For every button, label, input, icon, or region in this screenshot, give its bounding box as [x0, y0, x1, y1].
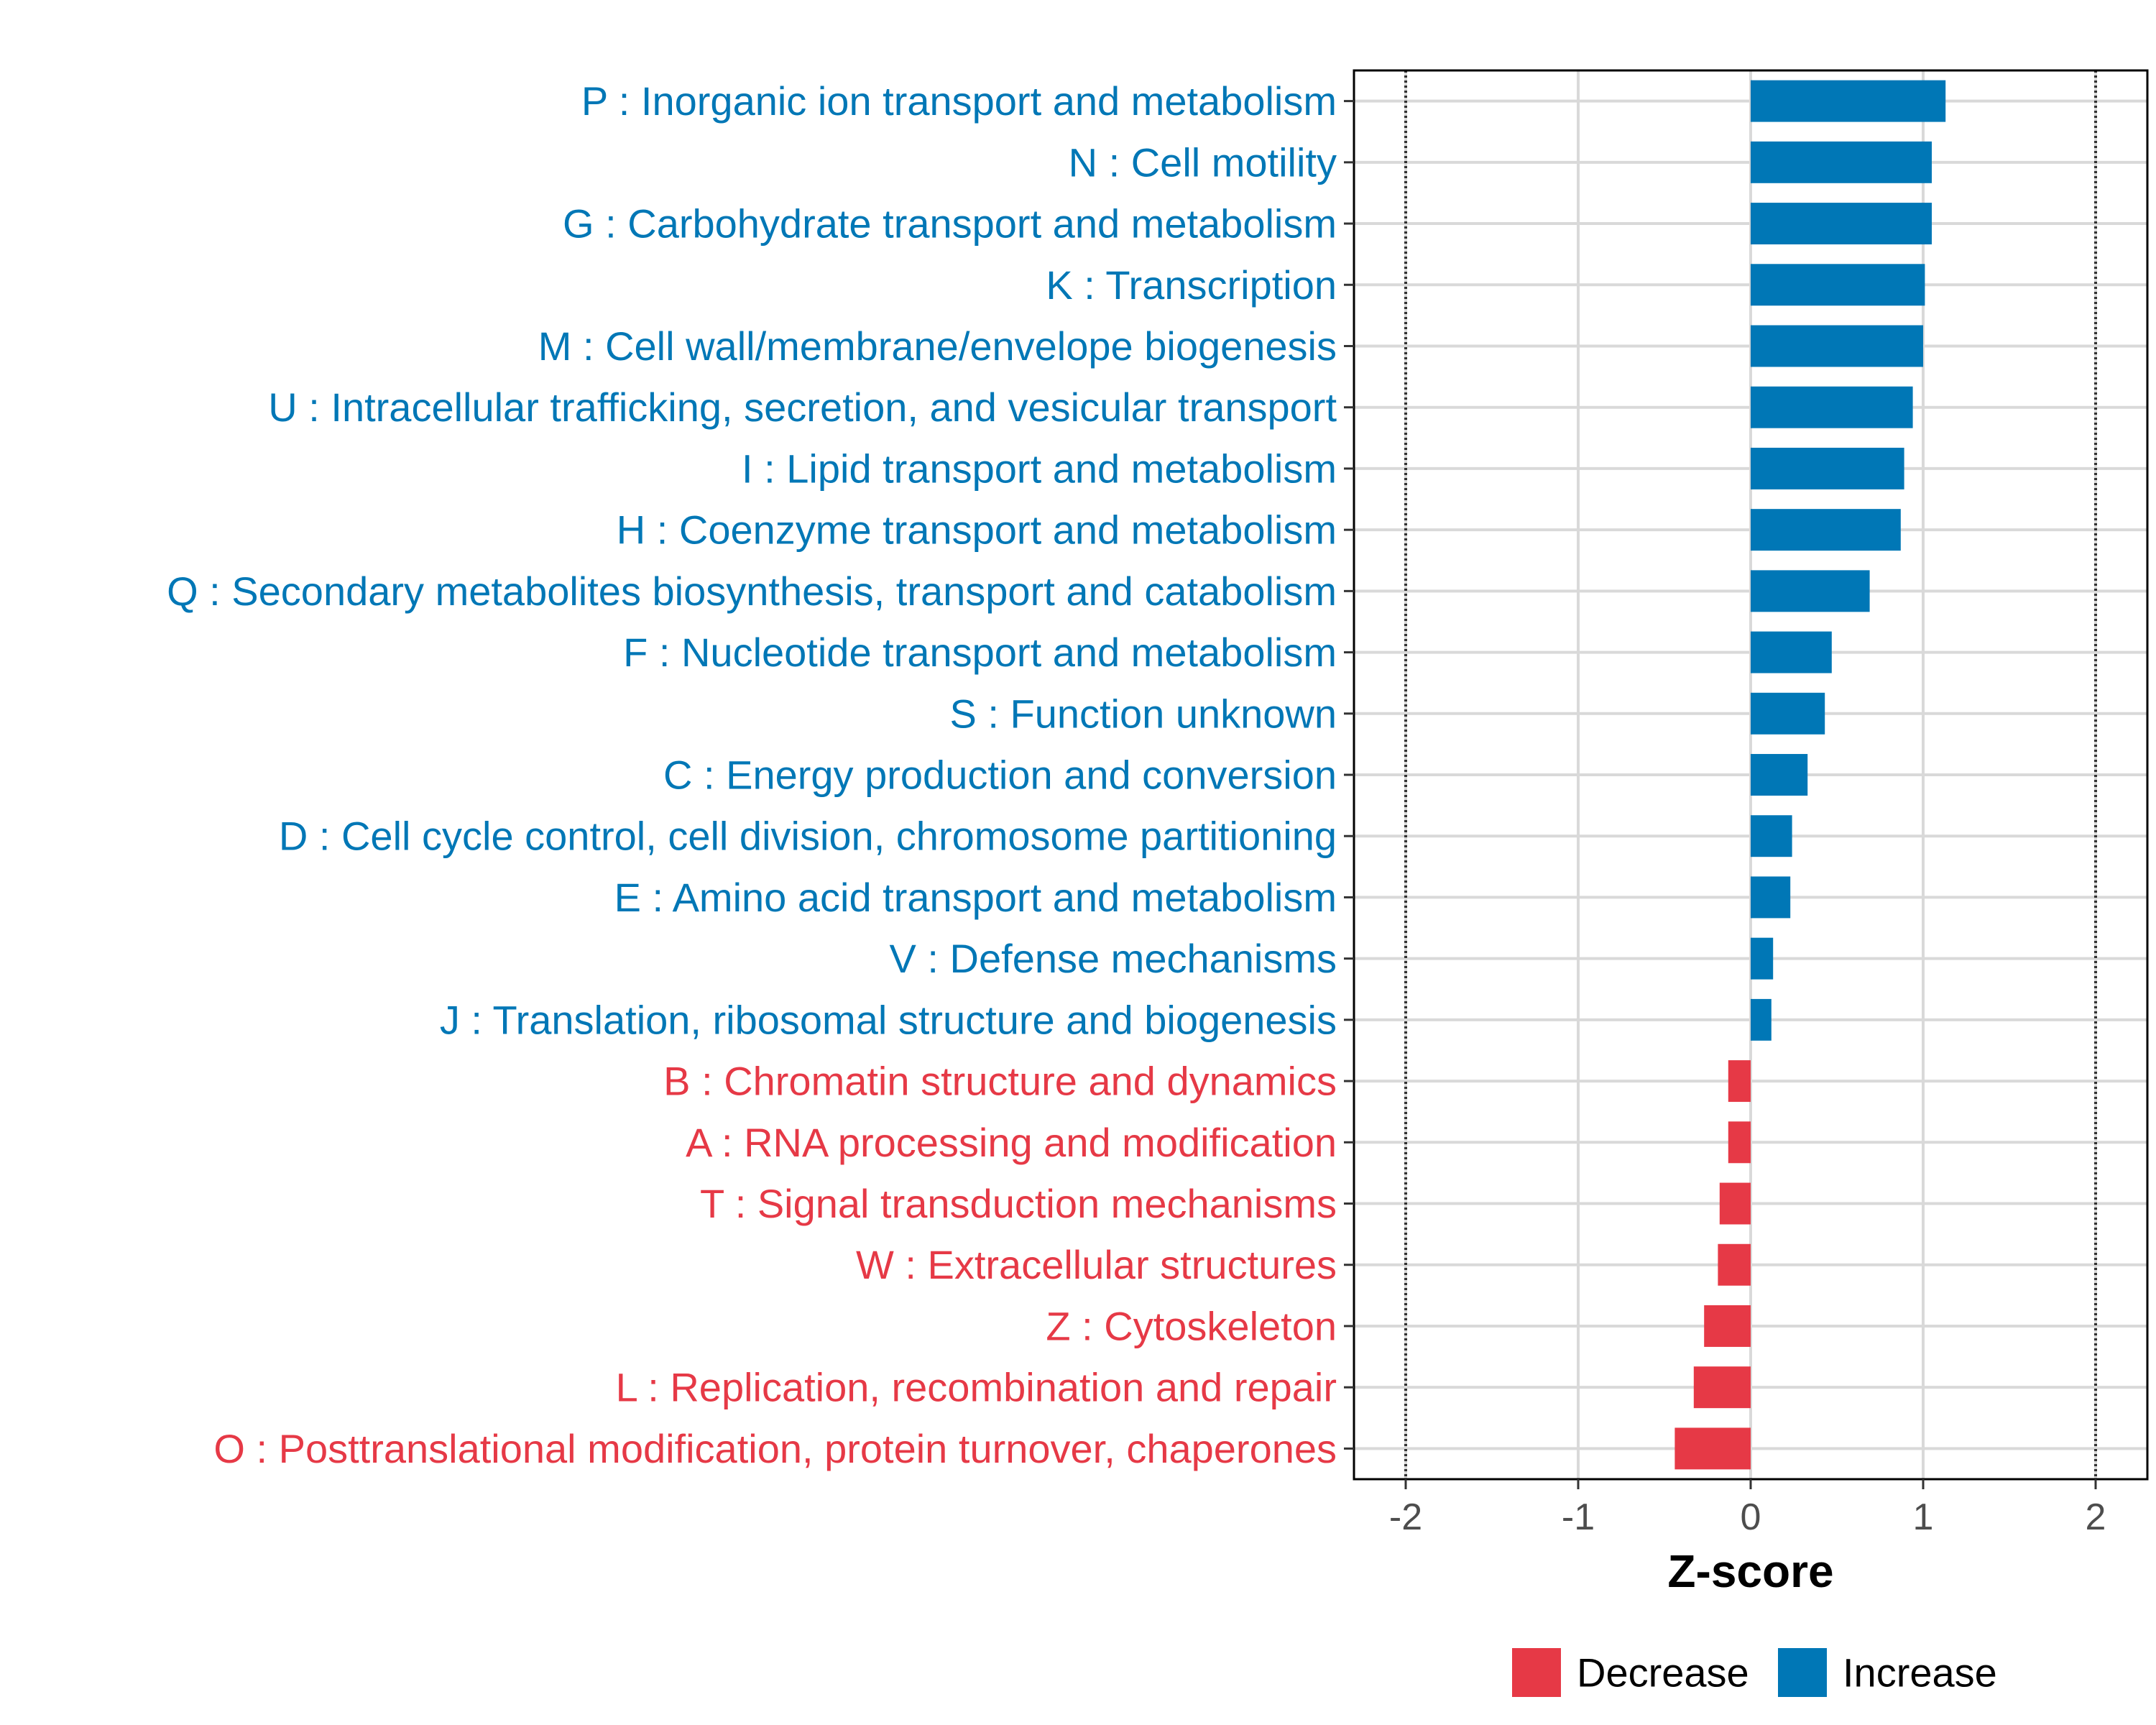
x-axis-ticks: -2 -1 0 1 2	[1389, 1479, 2106, 1538]
category-label: J : Translation, ribosomal structure and…	[440, 997, 1337, 1042]
bar	[1751, 141, 1932, 183]
bar	[1751, 815, 1792, 857]
y-axis-ticks: P : Inorganic ion transport and metaboli…	[167, 78, 1354, 1471]
bar	[1751, 203, 1932, 245]
bar	[1704, 1305, 1751, 1347]
bar	[1751, 264, 1925, 306]
bar	[1751, 80, 1946, 122]
bar	[1751, 631, 1832, 673]
category-label: E : Amino acid transport and metabolism	[614, 875, 1337, 920]
x-tick-label: -1	[1562, 1496, 1595, 1538]
bar	[1718, 1243, 1751, 1286]
bar	[1751, 692, 1825, 735]
category-label: G : Carbohydrate transport and metabolis…	[563, 201, 1337, 247]
legend: Decrease Increase	[1512, 1648, 1997, 1697]
bar	[1728, 1060, 1751, 1103]
category-label: P : Inorganic ion transport and metaboli…	[581, 78, 1337, 124]
category-label: Z : Cytoskeleton	[1046, 1303, 1337, 1348]
category-label: C : Energy production and conversion	[663, 753, 1337, 798]
category-label: F : Nucleotide transport and metabolism	[623, 630, 1337, 675]
x-axis-title: Z-score	[1667, 1545, 1833, 1597]
bar	[1751, 509, 1901, 551]
bar	[1751, 386, 1913, 428]
bar	[1751, 325, 1923, 367]
bars-layer	[1674, 80, 1946, 1470]
category-label: B : Chromatin structure and dynamics	[663, 1059, 1337, 1104]
bar	[1751, 570, 1870, 612]
category-label: D : Cell cycle control, cell division, c…	[279, 814, 1337, 859]
category-label: M : Cell wall/membrane/envelope biogenes…	[538, 323, 1337, 369]
bar	[1728, 1121, 1751, 1164]
legend-key-decrease	[1512, 1648, 1561, 1697]
bar	[1751, 754, 1808, 796]
bar	[1751, 998, 1772, 1041]
category-label: L : Replication, recombination and repai…	[616, 1365, 1337, 1410]
category-label: O : Posttranslational modification, prot…	[213, 1426, 1337, 1471]
bar	[1674, 1427, 1751, 1470]
x-tick-label: 1	[1913, 1496, 1934, 1538]
category-label: U : Intracellular trafficking, secretion…	[268, 385, 1337, 430]
bar	[1719, 1182, 1751, 1225]
category-label: Q : Secondary metabolites biosynthesis, …	[167, 569, 1337, 614]
reference-lines	[1404, 70, 2097, 1479]
category-label: H : Coenzyme transport and metabolism	[617, 507, 1337, 553]
x-tick-label: 2	[2086, 1496, 2106, 1538]
category-label: T : Signal transduction mechanisms	[700, 1181, 1337, 1226]
category-label: V : Defense mechanisms	[890, 936, 1337, 981]
bar	[1751, 447, 1904, 489]
x-tick-label: 0	[1741, 1496, 1761, 1538]
category-label: N : Cell motility	[1069, 139, 1337, 185]
legend-key-increase	[1778, 1648, 1827, 1697]
bar	[1693, 1366, 1751, 1409]
category-label: K : Transcription	[1046, 262, 1337, 308]
category-label: W : Extracellular structures	[856, 1242, 1337, 1287]
category-label: S : Function unknown	[949, 691, 1337, 736]
category-label: I : Lipid transport and metabolism	[742, 446, 1337, 491]
category-label: A : RNA processing and modification	[686, 1120, 1337, 1165]
bar	[1751, 876, 1791, 919]
legend-label-increase: Increase	[1843, 1650, 1997, 1696]
bar	[1751, 937, 1774, 980]
x-tick-label: -2	[1389, 1496, 1422, 1538]
legend-label-decrease: Decrease	[1577, 1650, 1749, 1696]
